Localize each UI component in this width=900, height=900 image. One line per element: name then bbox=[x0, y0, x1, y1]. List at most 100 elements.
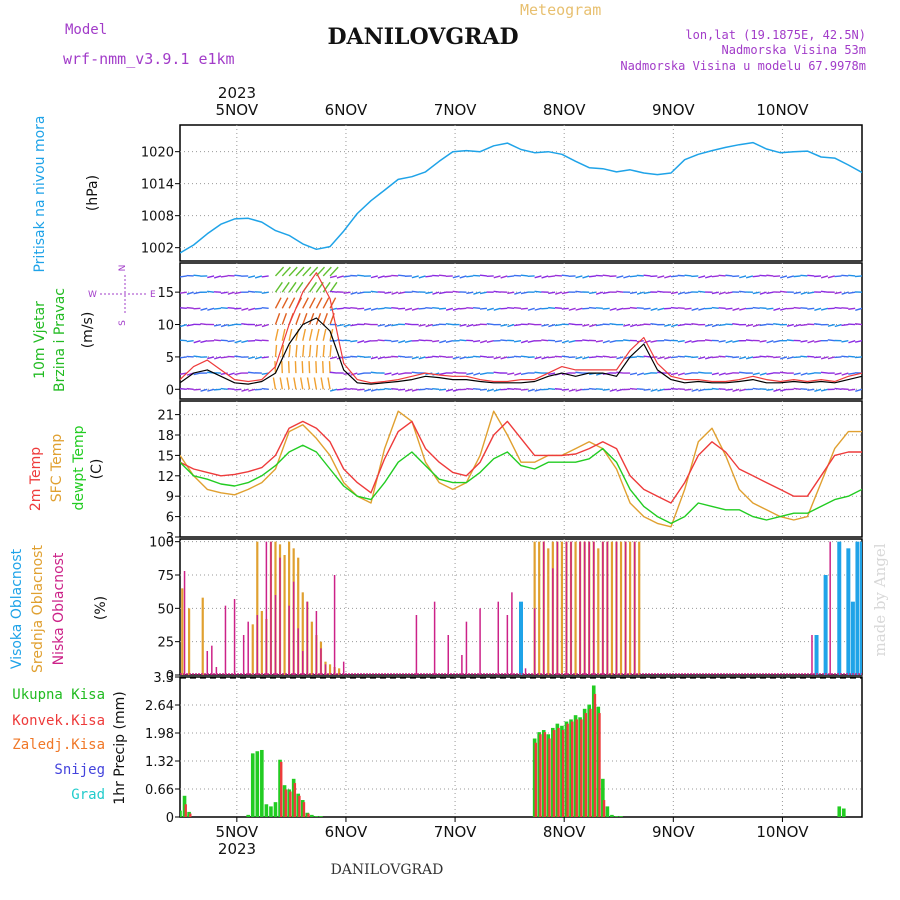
wind-arrow bbox=[479, 355, 487, 358]
ytick-label-temp-2: 9 bbox=[166, 490, 174, 505]
wind-arrow bbox=[315, 344, 319, 357]
precip-bar-total bbox=[614, 816, 619, 817]
wind-arrow bbox=[616, 307, 624, 311]
wind-arrow bbox=[241, 340, 249, 344]
wind-arrow bbox=[670, 275, 678, 278]
wind-arrow bbox=[438, 388, 447, 391]
wind-arrow bbox=[711, 323, 719, 328]
wind-arrow bbox=[616, 290, 624, 293]
wind-arrow bbox=[309, 281, 318, 293]
wind-arrow bbox=[800, 355, 808, 358]
wind-arrow bbox=[807, 355, 815, 358]
wind-arrow bbox=[745, 323, 754, 327]
wind-arrow bbox=[425, 306, 433, 310]
wind-arrow bbox=[684, 291, 692, 295]
cloud-bar-niska bbox=[565, 541, 568, 675]
wind-arrow bbox=[568, 356, 576, 359]
wind-arrow bbox=[718, 307, 726, 310]
wind-arrow bbox=[336, 323, 344, 327]
ytick-label-pressure-2: 1014 bbox=[141, 178, 174, 193]
bottom-x-tick-10NOV: 10NOV bbox=[756, 823, 809, 841]
wind-arrow bbox=[630, 323, 638, 328]
wind-arrow bbox=[398, 307, 406, 310]
wind-arrow bbox=[295, 344, 298, 357]
wind-arrow bbox=[302, 313, 308, 325]
precip-bar-convective bbox=[566, 723, 569, 817]
wind-arrow bbox=[616, 371, 624, 374]
wind-arrow bbox=[350, 323, 358, 327]
wind-arrow bbox=[780, 275, 788, 279]
wind-arrow bbox=[193, 340, 201, 344]
lonlat-label: lon,lat (19.1875E, 42.5N) bbox=[685, 28, 866, 42]
wind-arrow bbox=[473, 323, 481, 327]
precip-bar-convective bbox=[280, 761, 283, 817]
ytick-label-pressure-0: 1002 bbox=[141, 242, 174, 257]
wind-arrow bbox=[827, 356, 835, 360]
wind-arrow bbox=[725, 355, 733, 358]
ytick-label-temp-0: 3 bbox=[166, 531, 174, 546]
cloud-bar-srednja bbox=[610, 541, 614, 675]
cloud-bar-srednja bbox=[638, 541, 641, 675]
wind-arrow bbox=[398, 355, 406, 358]
wind-arrow bbox=[261, 356, 269, 359]
wind-arrow bbox=[814, 307, 822, 311]
wind-arrow bbox=[404, 307, 413, 311]
wind-arrow bbox=[718, 291, 726, 295]
wind-arrow bbox=[636, 291, 644, 295]
wind-arrow bbox=[554, 355, 562, 358]
cloud-bar-niska bbox=[342, 661, 345, 675]
wind-arrow bbox=[322, 344, 325, 357]
cloud-bar-niska bbox=[606, 541, 609, 675]
cloud-bar-niska bbox=[320, 648, 322, 675]
wind-arrow bbox=[841, 340, 849, 343]
wind-arrow bbox=[841, 291, 849, 295]
wind-arrow bbox=[445, 307, 453, 311]
precip-bar-total bbox=[555, 723, 560, 817]
wind-arrow bbox=[377, 307, 385, 310]
precip-bar-convective bbox=[598, 713, 601, 817]
wind-arrow bbox=[294, 361, 297, 374]
wind-arrow bbox=[541, 356, 549, 360]
wind-arrow bbox=[513, 274, 522, 277]
wind-arrow bbox=[766, 307, 774, 310]
wind-arrow bbox=[752, 356, 760, 359]
wind-arrow bbox=[602, 388, 610, 391]
precip-bar-total bbox=[273, 802, 278, 817]
wind-arrow bbox=[241, 307, 249, 311]
wind-arrow bbox=[180, 323, 188, 328]
cloud-bar-niska bbox=[224, 605, 227, 675]
wind-arrow bbox=[234, 340, 242, 344]
cloud-bar-niska bbox=[511, 592, 513, 675]
wind-arrow bbox=[350, 340, 358, 343]
ytick-label-wind-0: 0 bbox=[166, 383, 174, 398]
wind-arrow bbox=[548, 372, 556, 376]
wind-arrow bbox=[507, 323, 515, 328]
wind-arrow bbox=[711, 387, 719, 390]
wind-arrow bbox=[684, 307, 692, 310]
wind-arrow bbox=[745, 356, 754, 360]
wind-arrow bbox=[636, 355, 644, 358]
wind-arrow bbox=[855, 388, 862, 392]
wind-arrow bbox=[193, 372, 201, 376]
precip-bar-total bbox=[246, 814, 250, 817]
precip-bar-total bbox=[260, 749, 264, 817]
cloud-bar-srednja bbox=[597, 548, 600, 675]
wind-arrow bbox=[739, 371, 747, 374]
wind-arrow bbox=[650, 323, 658, 326]
wind-arrow bbox=[841, 372, 849, 376]
wind-arrow bbox=[363, 322, 372, 326]
precip-bar-total bbox=[269, 806, 273, 817]
wind-arrow bbox=[227, 323, 235, 327]
cloud-bar-visoka bbox=[823, 575, 828, 675]
wind-arrow bbox=[479, 274, 487, 277]
wind-arrow bbox=[329, 290, 337, 293]
wind-arrow bbox=[677, 340, 685, 343]
precip-bar-convective bbox=[189, 813, 192, 817]
cloud-bar-niska bbox=[579, 541, 581, 675]
wind-arrow bbox=[200, 307, 208, 311]
wind-arrow bbox=[752, 275, 760, 278]
bottom-x-tick-5NOV: 5NOV bbox=[216, 823, 259, 841]
wind-arrow bbox=[241, 322, 249, 326]
wind-arrow bbox=[220, 307, 228, 310]
cloud-bar-niska bbox=[497, 601, 500, 675]
